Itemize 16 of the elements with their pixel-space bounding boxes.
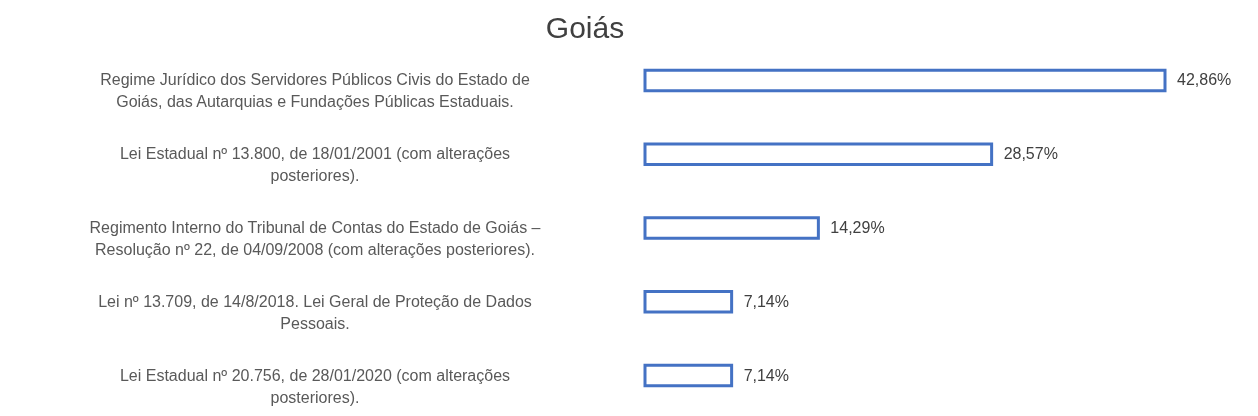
data-label: 7,14% <box>743 292 789 310</box>
data-label: 7,14% <box>743 366 789 384</box>
bar <box>643 216 820 240</box>
bar <box>643 142 994 167</box>
y-tick-label: Regime Jurídico dos Servidores Públicos Civis do Estado de Goiás, das Autarquias e Fundações Públicas Estaduais. <box>100 71 530 111</box>
data-label: 42,86% <box>1177 71 1232 89</box>
y-tick-label: Lei Estadual nº 13.800, de 18/01/2001 (com alterações posteriores). <box>119 145 511 185</box>
data-label: 28,57% <box>1003 145 1058 163</box>
y-tick-label: Regimento Interno do Tribunal de Contas do Estado de Goiás – Resolução nº 22, de 04/09/2008 (com alterações posteriores). <box>89 219 541 258</box>
bar <box>643 363 734 388</box>
bar <box>643 289 734 314</box>
y-tick-label: Lei Estadual nº 20.756, de 28/01/2020 (com alterações posteriores). <box>119 366 511 406</box>
bar <box>643 68 1167 93</box>
y-tick-label: Lei nº 13.709, de 14/8/2018. Lei Geral de Proteção de Dados Pessoais. <box>98 292 532 332</box>
chart-title: Goiás <box>545 11 625 44</box>
data-label: 14,29% <box>830 219 885 236</box>
